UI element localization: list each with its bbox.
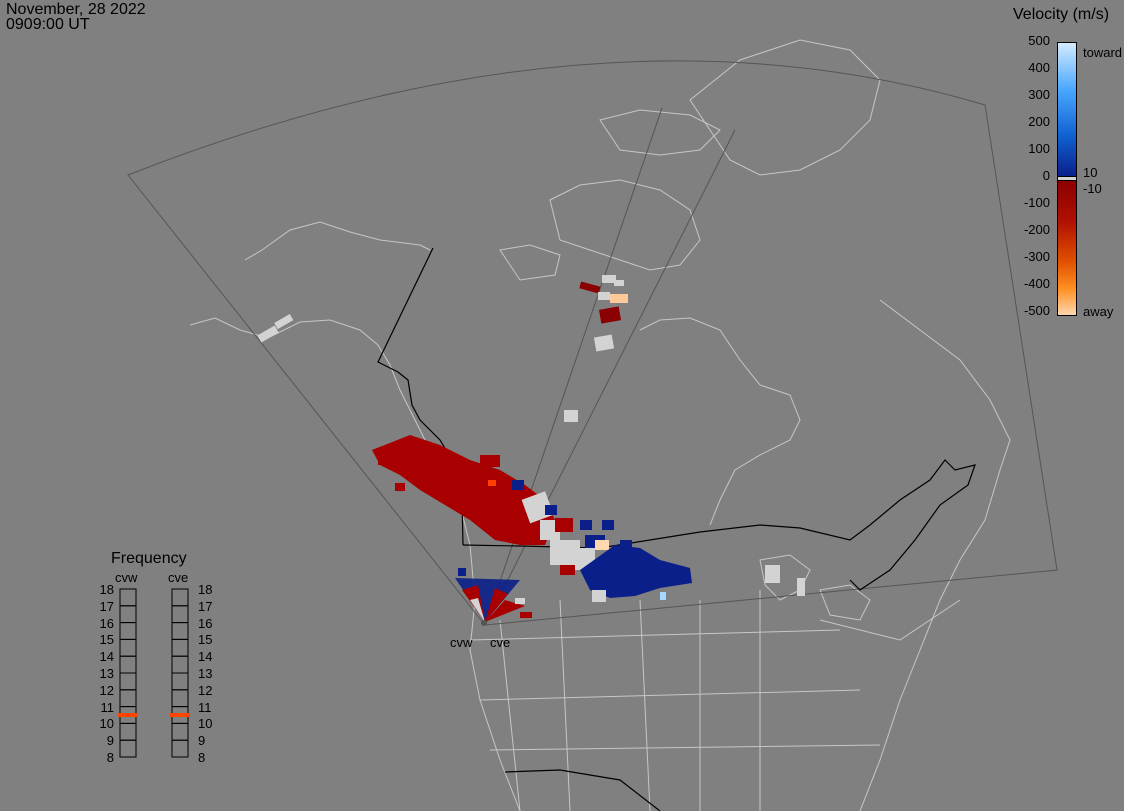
frequency-title: Frequency — [111, 550, 187, 567]
frequency-cell — [171, 672, 189, 691]
frequency-marker — [118, 713, 138, 717]
frequency-tick-left: 12 — [99, 682, 114, 698]
political-borders — [377, 247, 976, 811]
frequency-cell — [119, 739, 137, 758]
frequency-radar-cve: cve — [168, 570, 189, 585]
velocity-tick: 300 — [1028, 87, 1050, 102]
frequency-tick-left: 10 — [99, 716, 114, 732]
frequency-cell — [171, 689, 189, 708]
frequency-tick-left: 17 — [99, 598, 114, 614]
frequency-tick-left: 18 — [99, 582, 114, 597]
velocity-tick: 100 — [1028, 141, 1050, 156]
frequency-tick-left: 15 — [99, 632, 114, 648]
frequency-tick-left: 16 — [99, 615, 114, 631]
frequency-cell — [171, 605, 189, 624]
frequency-tick-left: 11 — [100, 699, 115, 715]
velocity-tick: 200 — [1028, 114, 1050, 129]
frequency-cell — [171, 622, 189, 640]
frequency-tick-left: 8 — [106, 750, 114, 765]
frequency-cell — [171, 638, 189, 657]
frequency-tick-right: 15 — [198, 632, 213, 648]
velocity-tick: -500 — [1023, 303, 1050, 318]
frequency-cell — [171, 722, 189, 741]
frequency-cell — [171, 655, 189, 674]
frequency-tick-right: 10 — [198, 716, 213, 732]
velocity-toward-label: toward — [1083, 45, 1123, 60]
frequency-radar-cvw: cvw — [115, 570, 138, 585]
frequency-cell — [119, 655, 137, 674]
time-label: 0909:00 UT — [6, 16, 90, 33]
frequency-tick-left: 9 — [106, 733, 114, 749]
frequency-cell — [119, 672, 137, 691]
velocity-tick: -200 — [1023, 222, 1050, 237]
velocity-legend-title: Velocity (m/s) — [1013, 6, 1110, 23]
radar-returns — [257, 275, 805, 622]
site-label-cvw: cvw — [450, 635, 473, 650]
frequency-tick-right: 17 — [198, 598, 213, 614]
frequency-cell — [119, 622, 137, 640]
velocity-tick: 400 — [1028, 60, 1050, 75]
frequency-tick-right: 9 — [198, 733, 206, 749]
frequency-cell — [119, 588, 137, 607]
frequency-cell — [119, 638, 137, 657]
frequency-tick-right: 14 — [198, 649, 213, 665]
velocity-tick-minus10: -10 — [1083, 181, 1102, 196]
frequency-tick-right: 12 — [198, 682, 213, 698]
frequency-cell — [171, 588, 189, 607]
frequency-cell — [119, 605, 137, 624]
frequency-bars — [118, 588, 190, 758]
radar-site-marker — [481, 620, 487, 626]
velocity-tick-10: 10 — [1083, 165, 1098, 180]
frequency-tick-left: 14 — [99, 649, 114, 665]
velocity-away-label: away — [1083, 304, 1114, 319]
frequency-tick-right: 11 — [198, 699, 212, 715]
date-label: November, 28 2022 — [6, 1, 146, 18]
velocity-tick: 0 — [1042, 168, 1050, 183]
velocity-colorbar — [1057, 42, 1077, 316]
frequency-cell — [119, 722, 137, 741]
frequency-tick-left: 13 — [99, 666, 114, 681]
frequency-tick-right: 13 — [198, 666, 213, 681]
velocity-tick: 500 — [1028, 33, 1050, 48]
frequency-marker — [170, 713, 190, 717]
frequency-tick-right: 18 — [198, 582, 213, 597]
frequency-cell — [119, 689, 137, 708]
velocity-tick: -300 — [1023, 249, 1050, 264]
coastlines — [189, 39, 1011, 811]
velocity-tick: -400 — [1023, 276, 1050, 291]
site-label-cve: cve — [490, 635, 511, 650]
frequency-tick-right: 8 — [198, 750, 206, 765]
frequency-cell — [171, 739, 189, 758]
frequency-tick-right: 16 — [198, 615, 213, 631]
velocity-tick: -100 — [1023, 195, 1050, 210]
